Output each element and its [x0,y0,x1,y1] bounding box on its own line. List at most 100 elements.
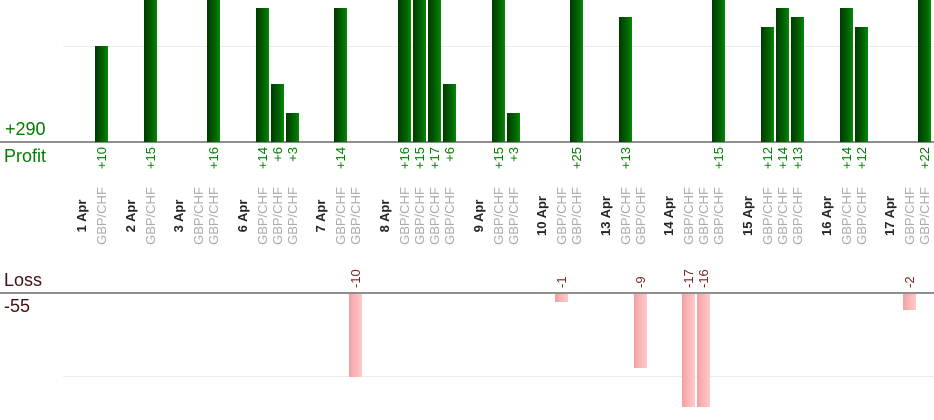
date-label: 3 Apr [171,199,187,233]
date-label: 17 Apr [882,196,898,236]
profit-bar [918,0,932,142]
symbol-label: GBP/CHF [760,187,775,245]
loss-bar [697,293,711,407]
loss-bar [903,293,917,311]
loss-axis-title: Loss [4,270,43,290]
symbol-label: GBP/CHF [775,187,790,245]
loss-value-label: -10 [348,269,364,288]
profit-bar [255,7,269,142]
profit-bar [570,0,584,142]
profit-value-label: +17 [427,147,442,170]
symbol-label: GBP/CHF [790,187,805,245]
symbol-label: GBP/CHF [333,187,349,245]
profit-bar [270,84,284,142]
symbol-label: GBP/CHF [632,187,648,245]
profit-bar [491,0,505,142]
date-label: 15 Apr [740,196,755,236]
profit-bar [334,7,348,142]
loss-bar [349,293,363,377]
loss-value-label: -1 [554,276,570,288]
date-label: 8 Apr [377,199,392,233]
symbol-label: GBP/CHF [269,187,285,245]
profit-bar [761,26,774,142]
symbol-label: GBP/CHF [206,187,222,245]
profit-value-label: +16 [206,147,222,170]
profit-bar [398,0,411,142]
date-label: 9 Apr [470,199,486,233]
profit-value-label: +12 [853,147,869,170]
profit-axis-title: Profit [4,146,47,166]
loss-gridline-minus10 [63,376,934,377]
symbol-label: GBP/CHF [427,187,442,245]
date-label: 16 Apr [818,196,834,236]
profit-value-label: +6 [442,147,457,162]
symbol-label: GBP/CHF [617,187,633,245]
symbol-label: GBP/CHF [917,187,933,245]
loss-bar [682,293,696,407]
profit-value-label: +6 [269,147,285,162]
date-label: 6 Apr [234,199,250,233]
loss-value-label: -9 [632,276,648,288]
profit-value-label: +16 [397,147,412,170]
symbol-label: GBP/CHF [142,187,158,245]
profit-bar [712,0,726,142]
loss-value-label: -2 [902,276,918,288]
date-label: 10 Apr [534,196,550,236]
symbol-label: GBP/CHF [191,187,207,245]
profit-total-label: +290 [5,119,46,139]
symbol-label: GBP/CHF [412,187,427,245]
date-label: 2 Apr [122,199,138,233]
profit-bar [443,84,456,142]
profit-value-label: +14 [838,147,854,170]
symbol-label: GBP/CHF [838,187,854,245]
profit-bar [428,0,441,142]
profit-value-label: +10 [94,147,109,170]
loss-axis-line [0,292,934,294]
profit-value-label: +12 [760,147,775,170]
loss-bar [555,293,569,302]
symbol-label: GBP/CHF [853,187,869,245]
loss-bar [633,293,647,369]
profit-value-label: +13 [790,147,805,170]
date-label: 14 Apr [661,196,677,236]
profit-axis-line [0,141,934,143]
symbol-label: GBP/CHF [681,187,697,245]
profit-bar [618,17,632,142]
profit-bar [143,0,157,142]
profit-value-label: +22 [917,147,933,170]
symbol-label: GBP/CHF [442,187,457,245]
date-label: 7 Apr [313,199,329,233]
profit-bar [95,46,108,142]
loss-total-label: -55 [4,296,31,316]
symbol-label: GBP/CHF [569,187,585,245]
profit-value-label: +14 [254,147,270,170]
profit-value-label: +14 [775,147,790,170]
symbol-label: GBP/CHF [505,187,521,245]
symbol-label: GBP/CHF [554,187,570,245]
symbol-label: GBP/CHF [284,187,300,245]
symbol-label: GBP/CHF [94,187,109,245]
profit-value-label: +15 [412,147,427,170]
profit-value-label: +3 [505,147,521,162]
profit-bar [776,7,789,142]
profit-value-label: +14 [333,147,349,170]
symbol-label: GBP/CHF [348,187,364,245]
symbol-label: GBP/CHF [696,187,712,245]
profit-bar [285,113,299,142]
profit-value-label: +25 [569,147,585,170]
symbol-label: GBP/CHF [254,187,270,245]
symbol-label: GBP/CHF [711,187,727,245]
date-label: 1 Apr [74,199,89,233]
profit-bar [839,7,853,142]
date-label: 13 Apr [597,196,613,236]
profit-bar [506,113,520,142]
profit-bar [854,26,868,142]
profit-value-label: +13 [617,147,633,170]
loss-value-label: -16 [696,269,712,288]
profit-value-label: +15 [490,147,506,170]
symbol-label: GBP/CHF [397,187,412,245]
profit-bar [207,0,221,142]
profit-value-label: +15 [711,147,727,170]
profit-bar [791,17,804,142]
